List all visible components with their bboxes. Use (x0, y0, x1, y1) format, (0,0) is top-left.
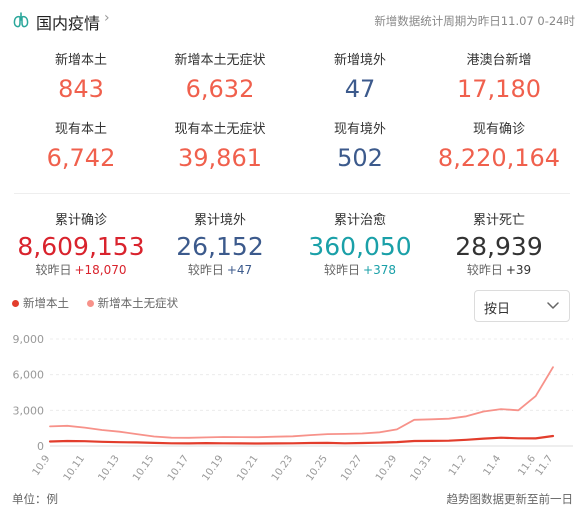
x-tick-label: 10.27 (339, 453, 364, 483)
update-note: 趋势图数据更新至前一日 (446, 492, 574, 506)
stat-value: 47 (344, 75, 376, 103)
stat-label: 新增境外 (333, 53, 386, 68)
section-divider (14, 193, 570, 194)
x-tick-label: 10.21 (235, 453, 260, 483)
delta-value: +18,070 (74, 263, 127, 277)
chevron-right-icon[interactable]: › (104, 10, 110, 26)
x-tick-label: 10.19 (200, 453, 225, 483)
total-cured: 累计治愈 360,050 较昨日 +378 (287, 212, 433, 278)
delta-prefix: 较昨日 (466, 263, 503, 277)
x-tick-label: 10.9 (31, 453, 53, 478)
total-delta: 较昨日 +378 (287, 262, 433, 278)
stats-period-note: 新增数据统计周期为昨日11.07 0-24时 (374, 14, 575, 28)
legend-label: 新增本土无症状 (97, 296, 179, 310)
y-tick-label: 0 (37, 440, 44, 453)
x-tick-label: 11.7 (534, 453, 556, 478)
delta-value: +47 (226, 263, 253, 277)
trend-chart[interactable]: 0 3,000 6,000 9,000 10.9 10.11 10.13 10.15 10.17… (0, 325, 585, 490)
total-confirmed: 累计确诊 8,609,153 较昨日 +18,070 (8, 212, 154, 278)
stat-current-imported: 现有境外 502 (287, 121, 433, 173)
stat-value: 6,742 (46, 144, 116, 172)
total-delta: 较昨日 +18,070 (8, 262, 154, 278)
legend-item-new-local-asymptomatic[interactable]: 新增本土无症状 (86, 295, 179, 311)
legend-dot (86, 300, 94, 307)
total-label: 累计确诊 (54, 213, 107, 228)
stat-current-local: 现有本土 6,742 (8, 121, 154, 173)
delta-prefix: 较昨日 (187, 263, 224, 277)
x-tick-label: 10.17 (166, 453, 191, 483)
stat-value: 17,180 (457, 75, 541, 103)
stat-value: 502 (337, 144, 383, 172)
panel-header[interactable]: 国内疫情 › 新增数据统计周期为昨日11.07 0-24时 (0, 0, 585, 42)
stat-value: 39,861 (178, 144, 262, 172)
stat-label: 港澳台新增 (466, 53, 532, 68)
total-label: 累计境外 (193, 213, 246, 228)
stat-value: 6,632 (185, 75, 255, 103)
stat-label: 现有本土 (54, 122, 107, 137)
x-tick-label: 10.31 (409, 453, 434, 483)
y-tick-label: 6,000 (13, 369, 45, 382)
stat-current-local-asymptomatic: 现有本土无症状 39,861 (147, 121, 293, 173)
stat-label: 现有本土无症状 (174, 122, 266, 137)
x-tick-label: 10.23 (270, 453, 295, 483)
stat-new-imported: 新增境外 47 (287, 52, 433, 104)
chart-legend: 新增本土 新增本土无症状 (12, 295, 192, 311)
delta-value: +39 (505, 263, 532, 277)
total-delta: 较昨日 +39 (426, 262, 572, 278)
granularity-select[interactable]: 按日 (474, 290, 570, 322)
legend-item-new-local[interactable]: 新增本土 (12, 295, 69, 311)
y-tick-label: 9,000 (13, 333, 45, 346)
total-value: 8,609,153 (17, 232, 145, 261)
x-tick-label: 10.15 (131, 453, 156, 483)
stat-label: 新增本土 (54, 53, 107, 68)
stat-label: 现有境外 (333, 122, 386, 137)
delta-prefix: 较昨日 (324, 263, 361, 277)
total-value: 360,050 (308, 232, 412, 261)
page-title: 国内疫情 (36, 14, 101, 33)
total-delta: 较昨日 +47 (147, 262, 293, 278)
x-tick-label: 11.4 (482, 453, 504, 478)
legend-dot (12, 300, 19, 307)
x-tick-label: 10.13 (96, 453, 121, 483)
lungs-icon (13, 12, 29, 28)
series-line-new-local[interactable] (48, 434, 555, 445)
x-tick-label: 10.25 (305, 453, 330, 483)
x-tick-label: 10.11 (62, 453, 87, 483)
legend-label: 新增本土 (23, 296, 69, 310)
stat-value: 8,220,164 (437, 144, 561, 172)
stat-label: 新增本土无症状 (174, 53, 266, 68)
delta-prefix: 较昨日 (35, 263, 72, 277)
total-value: 26,152 (176, 232, 264, 261)
series-line-new-local-asymptomatic[interactable] (49, 366, 554, 439)
stat-value: 843 (58, 75, 104, 103)
unit-label: 单位：例 (12, 492, 58, 506)
total-deaths: 累计死亡 28,939 较昨日 +39 (426, 212, 572, 278)
delta-value: +378 (363, 263, 396, 277)
stat-label: 现有确诊 (472, 122, 525, 137)
y-tick-label: 3,000 (13, 404, 45, 417)
x-tick-label: 11.6 (516, 453, 538, 478)
stat-new-local-asymptomatic: 新增本土无症状 6,632 (147, 52, 293, 104)
select-value: 按日 (484, 302, 511, 317)
chevron-down-icon (547, 302, 559, 309)
stat-new-local: 新增本土 843 (8, 52, 154, 104)
total-label: 累计治愈 (333, 213, 386, 228)
x-tick-label: 10.29 (374, 453, 399, 483)
x-tick-label: 11.2 (447, 453, 469, 478)
total-imported: 累计境外 26,152 较昨日 +47 (147, 212, 293, 278)
stat-current-confirmed: 现有确诊 8,220,164 (426, 121, 572, 173)
total-value: 28,939 (455, 232, 543, 261)
stat-hk-mo-tw-new: 港澳台新增 17,180 (426, 52, 572, 104)
total-label: 累计死亡 (472, 213, 525, 228)
